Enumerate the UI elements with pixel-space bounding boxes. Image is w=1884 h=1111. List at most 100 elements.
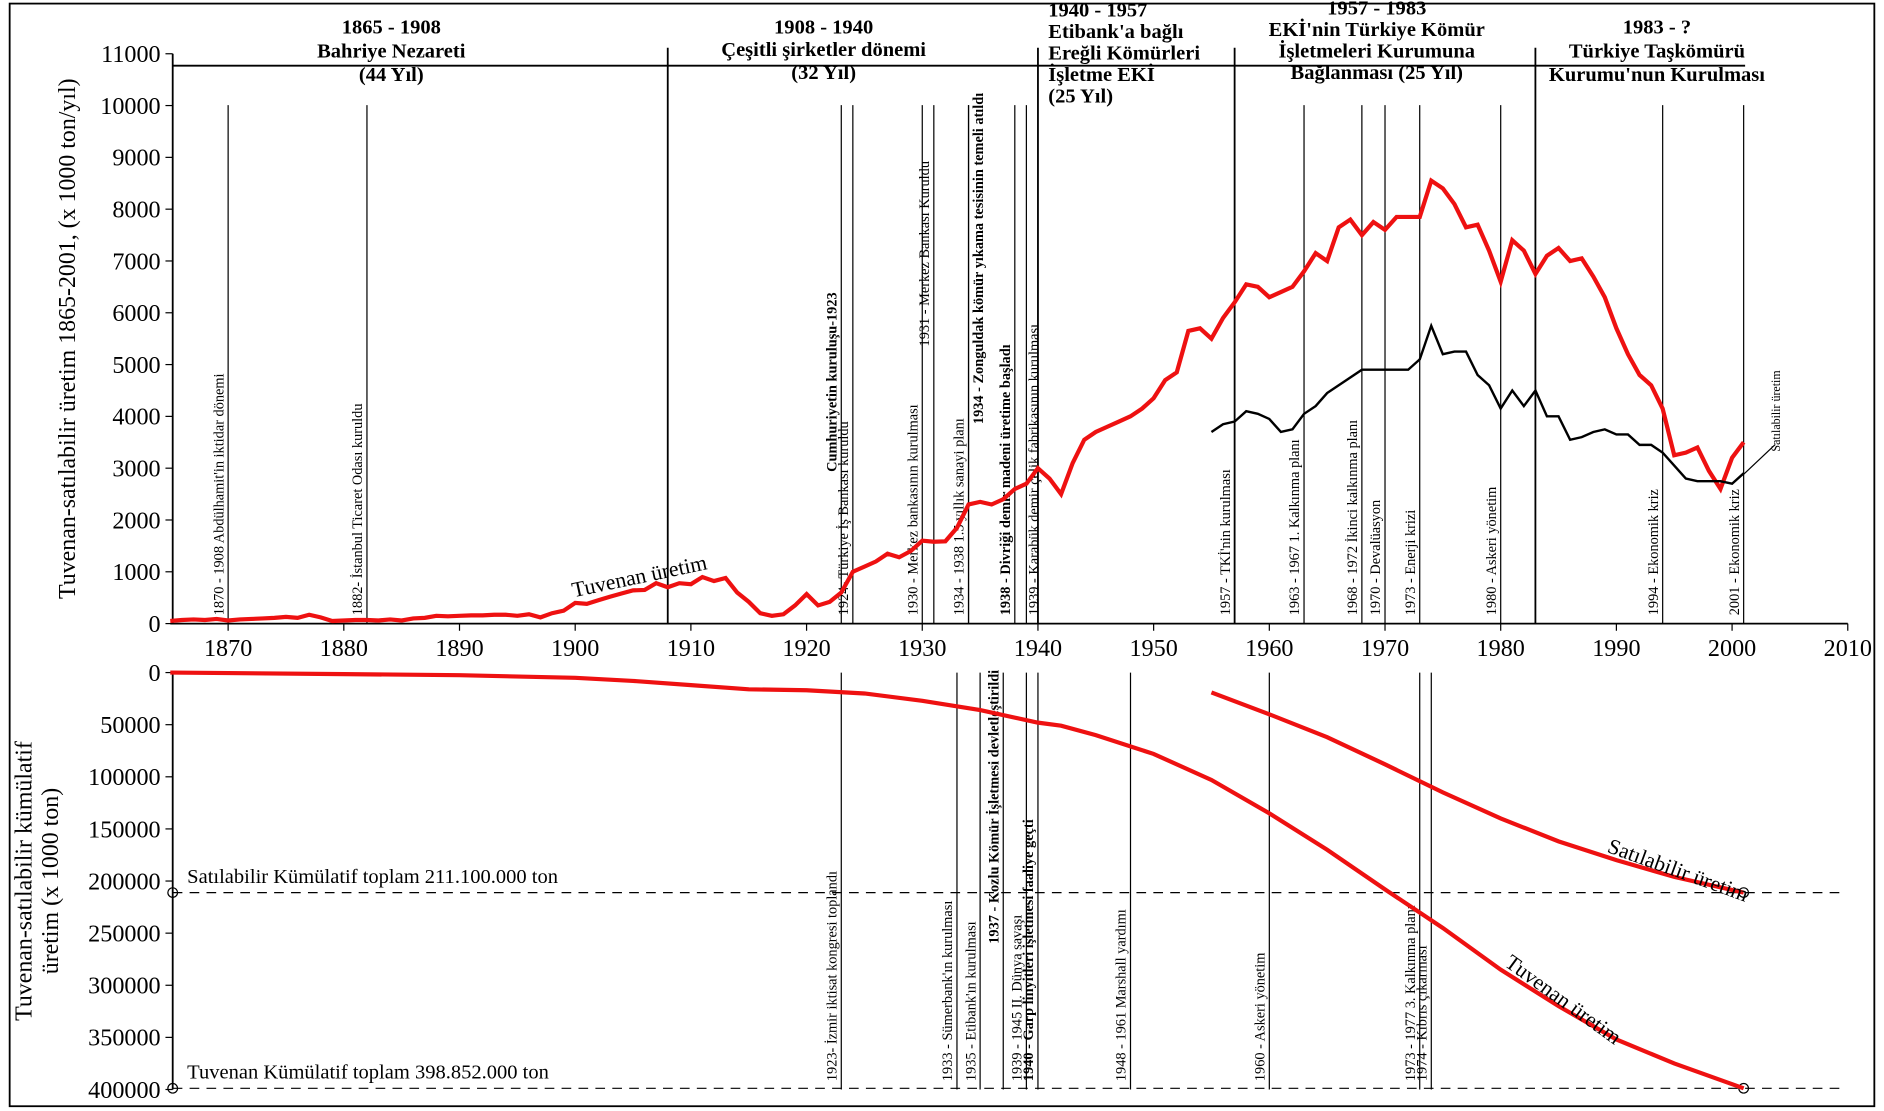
- y-tick-label: 2000: [112, 508, 160, 534]
- event-label: 1938 - Divriği demir madeni üretime başl…: [998, 344, 1014, 615]
- x-tick-label: 1990: [1592, 636, 1640, 662]
- x-tick-label: 1980: [1477, 636, 1525, 662]
- event-label: 1994 - Ekonomik kriz: [1646, 489, 1662, 615]
- event-label: 1939 - 1945 II. Dünya savaşı: [1009, 915, 1025, 1081]
- event-label: 2001 - Ekonomik kriz: [1727, 489, 1743, 615]
- x-tick-label: 1950: [1129, 636, 1177, 662]
- event-label: 1940 - Garp linyitleri işletmesi faaliye…: [1021, 819, 1037, 1081]
- x-tick-label: 1960: [1245, 636, 1293, 662]
- event-label: 1963 - 1967 1. Kalkınma planı: [1287, 439, 1303, 615]
- event-label: 1930 - Merkez bankasının kurulması: [905, 404, 921, 615]
- period-text: İşletme EKİ: [1048, 62, 1155, 86]
- period-range: 1940 - 1957: [1048, 0, 1147, 22]
- y-tick-label: 50000: [100, 713, 160, 739]
- period-text: Bağlanması (25 Yıl): [1291, 62, 1464, 84]
- x-tick-label: 1940: [1014, 636, 1062, 662]
- series-label: Satılabilir üretim: [1605, 834, 1752, 907]
- x-tick-label: 1930: [898, 636, 946, 662]
- x-tick-label: 1890: [435, 636, 483, 662]
- x-tick-label: 2000: [1708, 636, 1756, 662]
- event-label: 1931 - Merkez Bankası Kuruldu: [917, 161, 933, 346]
- period-text: Kurumu'nun Kurulması: [1549, 64, 1765, 86]
- period-range: 1957 - 1983: [1327, 0, 1426, 19]
- period-text: (44 Yıl): [359, 64, 424, 86]
- period-text: Çeşitli şirketler dönemi: [721, 39, 926, 61]
- x-tick-label: 1870: [204, 636, 252, 662]
- y-tick-label: 200000: [88, 870, 160, 896]
- period-text: (25 Yıl): [1048, 86, 1113, 108]
- x-tick-label: 1900: [551, 636, 599, 662]
- y-tick-label: 100000: [88, 765, 160, 791]
- event-label: 1924- Türkiye İş Bankası kuruldu: [836, 421, 852, 615]
- frame: [8, 2, 1876, 1108]
- y-axis-label: Tuvenan-satılabilir üretim 1865-2001, (x…: [55, 78, 81, 599]
- y-tick-label: 0: [149, 612, 161, 638]
- total-label: Satılabilir Kümülatif toplam 211.100.000…: [187, 866, 558, 888]
- event-label: 1970 - Devalüasyon: [1368, 500, 1384, 615]
- y-tick-label: 5000: [112, 353, 160, 379]
- event-label: 1882- İstanbul Ticaret Odası kuruldu: [350, 404, 366, 616]
- total-marker: [167, 1082, 179, 1094]
- event-label: 1923- İzmir iktisat kongresi toplandı: [824, 871, 840, 1081]
- y-tick-label: 8000: [112, 198, 160, 224]
- y-tick-label: 350000: [88, 1026, 160, 1052]
- event-label: 1980 - Askeri yönetim: [1484, 487, 1500, 616]
- event-label: 1937 - Kozlu Kömür İşletmesi devletleşti…: [985, 670, 1002, 944]
- x-tick-label: 1920: [782, 636, 830, 662]
- series-label: Tuvenan üretim: [570, 551, 710, 603]
- x-tick-label: 2010: [1824, 636, 1872, 662]
- period-range: 1865 - 1908: [342, 17, 441, 39]
- event-label: 1870 - 1908 Abdülhamit'in iktidar dönemi: [211, 373, 227, 615]
- event-label: 1934 - Zonguldak kömür yıkama tesisinin …: [971, 93, 987, 424]
- period-text: İşletmeleri Kurumuna: [1278, 38, 1475, 62]
- series-line: [170, 670, 1745, 1091]
- series-line: [1210, 690, 1745, 895]
- y-tick-label: 400000: [88, 1078, 160, 1104]
- event-label: 1957 - TKİ'nin kurulması: [1218, 469, 1234, 615]
- y-tick-label: 3000: [112, 457, 160, 483]
- period-text: Bahriye Nezareti: [317, 40, 466, 62]
- series-label: Satılabilir üretim: [1769, 370, 1783, 452]
- y-tick-label: 1000: [112, 560, 160, 586]
- event-label: 1974 - Kıbrıs çıkarması: [1414, 945, 1430, 1081]
- y-tick-label: 4000: [112, 405, 160, 431]
- y-tick-label: 150000: [88, 817, 160, 843]
- y-tick-label: 7000: [112, 249, 160, 275]
- y-axis-label: Tuvenan-satılabilir kümülatif: [11, 741, 37, 1021]
- y-axis-label: üretim (x 1000 ton): [38, 788, 64, 974]
- event-label: 1933 - Sümerbank'ın kurulması: [940, 901, 956, 1081]
- x-tick-label: 1910: [667, 636, 715, 662]
- y-tick-label: 10000: [100, 94, 160, 120]
- event-label: 1968 - 1972 İkinci kalkınma planı: [1345, 420, 1361, 615]
- y-tick-label: 11000: [101, 42, 160, 68]
- period-range: 1983 - ?: [1623, 17, 1691, 39]
- y-tick-label: 300000: [88, 974, 160, 1000]
- event-label: 1934 - 1938 1.5 yıllık sanayi planı: [952, 418, 968, 615]
- series-line: [1210, 322, 1745, 486]
- period-text: Ereğli Kömürleri: [1048, 43, 1200, 65]
- x-tick-label: 1880: [320, 636, 368, 662]
- period-text: (32 Yıl): [791, 62, 856, 84]
- event-label: 1973 - Enerji krizi: [1403, 510, 1419, 615]
- event-label: 1948 - 1961 Marshall yardımı: [1114, 909, 1130, 1081]
- y-tick-label: 250000: [88, 922, 160, 948]
- series-label: Tuvenan üretim: [1501, 950, 1626, 1049]
- total-label: Tuvenan Kümülatif toplam 398.852.000 ton: [187, 1062, 549, 1084]
- series-line: [170, 177, 1746, 624]
- label-leader: [1743, 443, 1776, 475]
- period-text: Türkiye Taşkömürü: [1569, 40, 1745, 62]
- x-tick-label: 1970: [1361, 636, 1409, 662]
- period-text: EKİ'nin Türkiye Kömür: [1269, 17, 1485, 41]
- period-range: 1908 - 1940: [774, 17, 873, 39]
- event-label: Cumhuriyetin kuruluşu-1923: [824, 292, 840, 472]
- y-tick-label: 9000: [112, 146, 160, 172]
- total-marker: [167, 887, 179, 898]
- period-text: Etibank'a bağlı: [1048, 21, 1183, 43]
- y-tick-label: 6000: [112, 301, 160, 327]
- event-label: 1973 - 1977 3. Kalkınma planı: [1403, 905, 1419, 1081]
- y-tick-label: 0: [149, 661, 161, 687]
- event-label: 1935 - Etibank'ın kurulması: [963, 921, 979, 1081]
- event-label: 1960 - Askeri yönetim: [1252, 953, 1268, 1082]
